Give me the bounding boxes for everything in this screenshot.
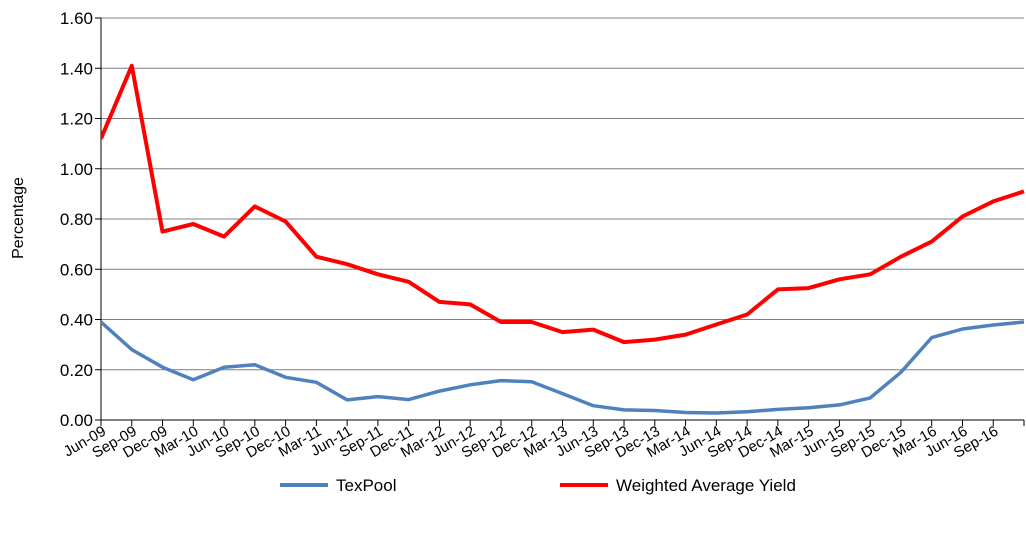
y-axis-ticks: 0.00 0.20 0.40 0.60 0.80 1.00 1.20 1.40 1.60: [60, 9, 101, 430]
y-tick-label: 1.60: [60, 9, 93, 28]
y-tick-label: 0.60: [60, 260, 93, 279]
y-tick-label: 0.20: [60, 361, 93, 380]
legend: TexPool Weighted Average Yield: [280, 476, 796, 495]
series-lines: [101, 63, 1025, 415]
series-line-texpool: [101, 320, 1025, 415]
y-tick-label: 0.80: [60, 210, 93, 229]
y-tick-label: 1.20: [60, 110, 93, 129]
y-tick-label: 1.00: [60, 160, 93, 179]
series-line-weighted-average-yield: [101, 63, 1025, 345]
y-tick-label: 0.00: [60, 411, 93, 430]
legend-label: Weighted Average Yield: [616, 476, 796, 495]
gridlines: [101, 17, 1024, 421]
y-tick-label: 0.40: [60, 311, 93, 330]
y-tick-label: 1.40: [60, 59, 93, 78]
legend-label: TexPool: [336, 476, 396, 495]
x-axis-ticks: Jun-09Sep-09Dec-09Mar-10Jun-10Sep-10Dec-…: [61, 420, 1025, 462]
y-axis-label: Percentage: [10, 177, 27, 259]
